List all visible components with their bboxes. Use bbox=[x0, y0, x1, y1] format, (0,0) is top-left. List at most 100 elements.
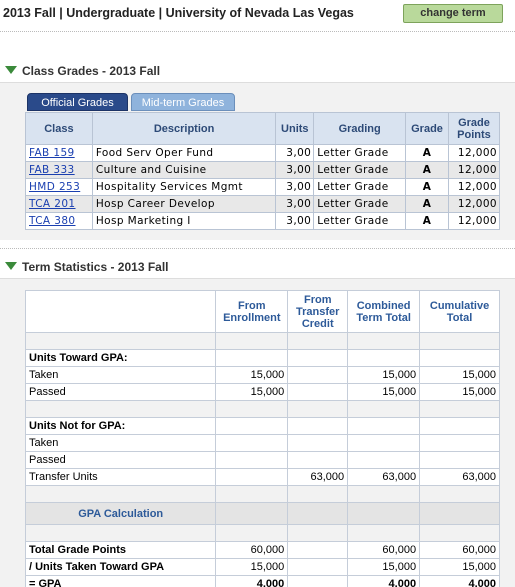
term-statistics-title: Term Statistics - 2013 Fall bbox=[22, 260, 169, 274]
grade-cell: A bbox=[405, 195, 449, 213]
col-header-combined-term-total: Combined Term Total bbox=[347, 290, 421, 333]
term-title: 2013 Fall | Undergraduate | University o… bbox=[3, 6, 354, 20]
col-header-from-transfer-credit: From Transfer Credit bbox=[287, 290, 349, 333]
row-label: Passed bbox=[24, 383, 217, 401]
stat-cell: 63,000 bbox=[419, 468, 500, 486]
table-row: TCA 201 Hosp Career Develop 3,00 Letter … bbox=[25, 195, 501, 213]
stat-cell bbox=[287, 451, 349, 469]
class-link[interactable]: FAB 159 bbox=[29, 147, 75, 159]
stat-cell: 63,000 bbox=[347, 468, 421, 486]
grading-cell: Letter Grade bbox=[313, 161, 407, 179]
row-label: Passed bbox=[24, 451, 217, 469]
grading-cell: Letter Grade bbox=[313, 178, 407, 196]
description-cell: Food Serv Oper Fund bbox=[91, 144, 277, 162]
stats-header-blank bbox=[24, 290, 217, 333]
grading-cell: Letter Grade bbox=[313, 212, 407, 230]
stat-cell: 60,000 bbox=[347, 541, 421, 559]
row-label: Transfer Units bbox=[24, 468, 217, 486]
term-statistics-header[interactable]: Term Statistics - 2013 Fall bbox=[0, 256, 515, 278]
grade-cell: A bbox=[405, 144, 449, 162]
stat-cell: 60,000 bbox=[419, 541, 500, 559]
stat-cell: 15,000 bbox=[347, 383, 421, 401]
stat-cell: 15,000 bbox=[215, 383, 289, 401]
table-row: Passed bbox=[24, 451, 500, 469]
table-row: Taken bbox=[24, 434, 500, 452]
stat-cell bbox=[347, 434, 421, 452]
stat-cell: 15,000 bbox=[215, 558, 289, 576]
divider bbox=[0, 31, 515, 32]
table-row: / Units Taken Toward GPA 15,000 15,000 1… bbox=[24, 558, 500, 576]
units-not-for-gpa-label: Units Not for GPA: bbox=[24, 417, 217, 435]
stat-cell: 60,000 bbox=[215, 541, 289, 559]
stat-cell: 4,000 bbox=[347, 575, 421, 587]
col-header-grading: Grading bbox=[313, 112, 407, 145]
units-cell: 3,00 bbox=[275, 212, 315, 230]
grade-cell: A bbox=[405, 212, 449, 230]
class-link[interactable]: HMD 253 bbox=[29, 181, 81, 193]
units-cell: 3,00 bbox=[275, 195, 315, 213]
row-label: Taken bbox=[24, 434, 217, 452]
stat-cell bbox=[215, 434, 289, 452]
units-cell: 3,00 bbox=[275, 144, 315, 162]
class-link[interactable]: FAB 333 bbox=[29, 164, 75, 176]
col-header-cumulative-total: Cumulative Total bbox=[419, 290, 500, 333]
stat-cell bbox=[287, 575, 349, 587]
table-row: HMD 253 Hospitality Services Mgmt 3,00 L… bbox=[25, 178, 501, 196]
units-cell: 3,00 bbox=[275, 178, 315, 196]
stat-cell bbox=[347, 451, 421, 469]
stat-cell bbox=[287, 366, 349, 384]
tab-official-grades[interactable]: Official Grades bbox=[27, 93, 128, 111]
stat-cell bbox=[215, 468, 289, 486]
class-link[interactable]: TCA 201 bbox=[29, 198, 76, 210]
description-cell: Hospitality Services Mgmt bbox=[91, 178, 277, 196]
tab-midterm-grades[interactable]: Mid-term Grades bbox=[131, 93, 235, 111]
col-header-description: Description bbox=[91, 112, 277, 145]
class-link[interactable]: TCA 380 bbox=[29, 215, 76, 227]
grading-cell: Letter Grade bbox=[313, 144, 407, 162]
collapse-triangle-icon[interactable] bbox=[5, 262, 17, 270]
class-grades-table: Class Description Units Grading Grade Gr… bbox=[25, 112, 501, 230]
row-label: Taken bbox=[24, 366, 217, 384]
stat-cell: 15,000 bbox=[347, 558, 421, 576]
class-grades-header[interactable]: Class Grades - 2013 Fall bbox=[0, 60, 515, 82]
table-row: Passed 15,000 15,000 15,000 bbox=[24, 383, 500, 401]
grade-cell: A bbox=[405, 161, 449, 179]
points-cell: 12,000 bbox=[447, 161, 501, 179]
col-header-grade: Grade bbox=[405, 112, 449, 145]
divider bbox=[0, 248, 515, 249]
table-row: = GPA 4,000 4,000 4,000 bbox=[24, 575, 500, 587]
gpa-calculation-label: GPA Calculation bbox=[24, 502, 217, 525]
stat-cell bbox=[287, 558, 349, 576]
stat-cell bbox=[287, 383, 349, 401]
stat-cell bbox=[419, 451, 500, 469]
stat-cell: 15,000 bbox=[419, 558, 500, 576]
stat-cell bbox=[287, 541, 349, 559]
stat-cell bbox=[287, 434, 349, 452]
points-cell: 12,000 bbox=[447, 195, 501, 213]
stat-cell: 15,000 bbox=[215, 366, 289, 384]
table-row: Taken 15,000 15,000 15,000 bbox=[24, 366, 500, 384]
collapse-triangle-icon[interactable] bbox=[5, 66, 17, 74]
table-row: Transfer Units 63,000 63,000 63,000 bbox=[24, 468, 500, 486]
row-label: / Units Taken Toward GPA bbox=[24, 558, 217, 576]
table-row: TCA 380 Hosp Marketing I 3,00 Letter Gra… bbox=[25, 212, 501, 230]
points-cell: 12,000 bbox=[447, 178, 501, 196]
description-cell: Hosp Career Develop bbox=[91, 195, 277, 213]
description-cell: Hosp Marketing I bbox=[91, 212, 277, 230]
stat-cell: 63,000 bbox=[287, 468, 349, 486]
term-statistics-table: From Enrollment From Transfer Credit Com… bbox=[24, 290, 500, 587]
col-header-class: Class bbox=[25, 112, 93, 145]
table-row: FAB 333 Culture and Cuisine 3,00 Letter … bbox=[25, 161, 501, 179]
stat-cell bbox=[419, 434, 500, 452]
col-header-from-enrollment: From Enrollment bbox=[215, 290, 289, 333]
top-bar: 2013 Fall | Undergraduate | University o… bbox=[0, 0, 515, 28]
stat-cell: 4,000 bbox=[419, 575, 500, 587]
table-row: Total Grade Points 60,000 60,000 60,000 bbox=[24, 541, 500, 559]
units-toward-gpa-label: Units Toward GPA: bbox=[24, 349, 217, 367]
change-term-button[interactable]: change term bbox=[403, 4, 503, 23]
description-cell: Culture and Cuisine bbox=[91, 161, 277, 179]
stat-cell: 4,000 bbox=[215, 575, 289, 587]
table-row: FAB 159 Food Serv Oper Fund 3,00 Letter … bbox=[25, 144, 501, 162]
points-cell: 12,000 bbox=[447, 212, 501, 230]
grading-cell: Letter Grade bbox=[313, 195, 407, 213]
